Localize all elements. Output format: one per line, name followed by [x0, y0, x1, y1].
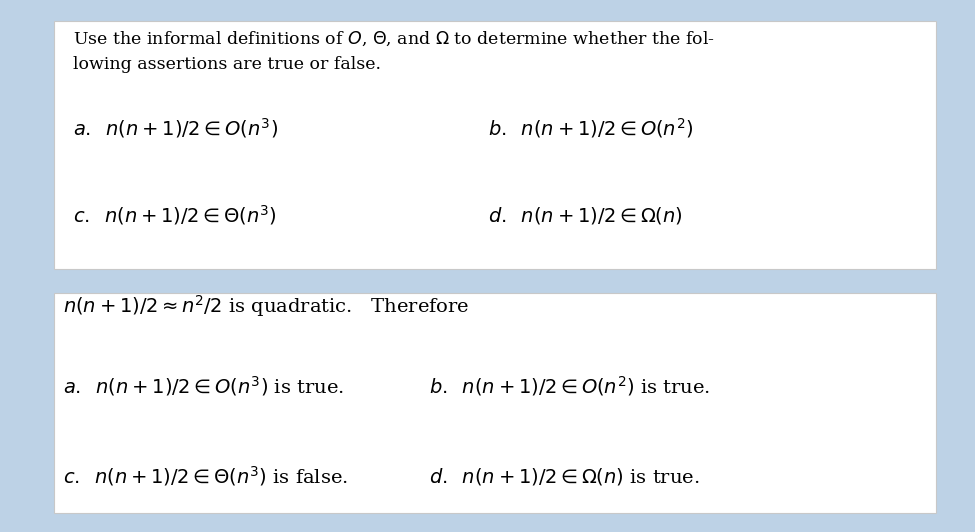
Text: $\mathit{c.}\;\; n(n+1)/2 \in \Theta(n^3)$ is false.: $\mathit{c.}\;\; n(n+1)/2 \in \Theta(n^3… — [63, 464, 348, 488]
Text: $\mathit{a.}\;\; n(n+1)/2 \in O(n^3)$: $\mathit{a.}\;\; n(n+1)/2 \in O(n^3)$ — [73, 116, 278, 139]
FancyBboxPatch shape — [54, 293, 936, 513]
Text: $\mathit{d.}\;\; n(n+1)/2 \in \Omega(n)$ is true.: $\mathit{d.}\;\; n(n+1)/2 \in \Omega(n)$… — [429, 466, 700, 487]
Text: $\mathit{a.}\;\; n(n+1)/2 \in O(n^3)$ is true.: $\mathit{a.}\;\; n(n+1)/2 \in O(n^3)$ is… — [63, 374, 344, 397]
Text: $\mathit{b.}\;\; n(n+1)/2 \in O(n^2)$ is true.: $\mathit{b.}\;\; n(n+1)/2 \in O(n^2)$ is… — [429, 374, 711, 397]
Text: $n(n+1)/2 \approx n^2/2$ is quadratic.   Therefore: $n(n+1)/2 \approx n^2/2$ is quadratic. T… — [63, 293, 470, 319]
Text: Use the informal definitions of $O$, $\Theta$, and $\Omega$ to determine whether: Use the informal definitions of $O$, $\T… — [73, 29, 715, 73]
Text: $\mathit{d.}\;\; n(n+1)/2 \in \Omega(n)$: $\mathit{d.}\;\; n(n+1)/2 \in \Omega(n)$ — [488, 205, 682, 226]
Text: $\mathit{c.}\;\; n(n+1)/2 \in \Theta(n^3)$: $\mathit{c.}\;\; n(n+1)/2 \in \Theta(n^3… — [73, 204, 277, 227]
Text: $\mathit{b.}\;\; n(n+1)/2 \in O(n^2)$: $\mathit{b.}\;\; n(n+1)/2 \in O(n^2)$ — [488, 116, 693, 139]
FancyBboxPatch shape — [54, 21, 936, 269]
